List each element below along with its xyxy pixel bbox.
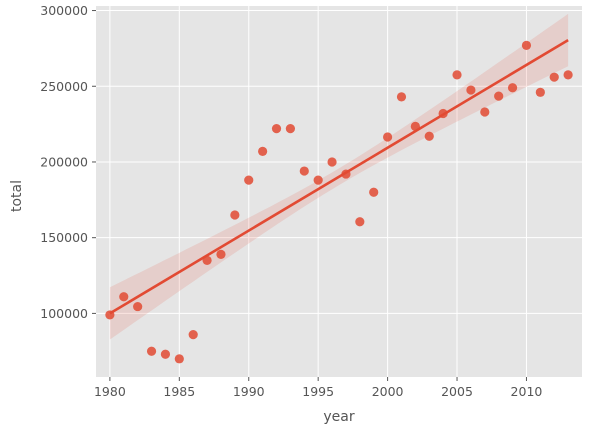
data-point	[119, 292, 129, 302]
x-tick-label: 2005	[441, 384, 473, 399]
data-point	[105, 310, 115, 320]
data-point	[202, 255, 212, 265]
x-tick-label: 1995	[302, 384, 334, 399]
data-point	[563, 70, 573, 80]
data-point	[355, 217, 365, 227]
regression-line-group	[109, 38, 569, 315]
data-point	[258, 146, 268, 156]
data-point	[341, 169, 351, 179]
x-tick-label: 1985	[163, 384, 195, 399]
y-tick-label: 100000	[40, 306, 88, 321]
x-axis-label: year	[323, 409, 354, 425]
data-point	[313, 175, 323, 185]
regression-line	[109, 38, 569, 315]
plot-panel	[96, 6, 582, 377]
x-tick-label: 1990	[233, 384, 265, 399]
data-point	[230, 210, 240, 220]
data-point	[480, 107, 490, 117]
data-point	[424, 131, 434, 141]
x-axis-ticks: 1980 1985 1990 1995 2000 2005 2010	[94, 377, 542, 399]
data-point	[494, 91, 504, 101]
data-point	[466, 85, 476, 95]
y-tick-label: 150000	[40, 230, 88, 245]
x-tick-label: 2000	[372, 384, 404, 399]
data-point	[216, 249, 226, 259]
data-point	[369, 187, 379, 197]
gridlines	[96, 6, 582, 377]
y-axis-ticks: 100000 150000 200000 250000 300000	[40, 3, 96, 321]
data-points	[105, 40, 573, 364]
y-tick-label: 200000	[40, 154, 88, 169]
data-point	[535, 87, 545, 97]
data-point	[271, 124, 282, 134]
data-point	[396, 92, 407, 102]
data-point	[410, 121, 420, 131]
data-point	[299, 166, 309, 176]
data-point	[383, 132, 393, 142]
data-point	[160, 349, 171, 359]
data-point	[188, 330, 198, 340]
data-point	[146, 346, 157, 356]
y-axis-label: total	[9, 180, 25, 212]
x-tick-label: 2010	[511, 384, 543, 399]
data-point	[452, 70, 462, 80]
data-point	[549, 72, 559, 82]
data-point	[133, 301, 143, 312]
data-point	[521, 40, 532, 50]
data-point	[285, 124, 295, 134]
data-point	[174, 354, 184, 364]
y-tick-label: 250000	[40, 79, 88, 94]
data-point	[507, 83, 518, 93]
x-tick-label: 1980	[94, 384, 126, 399]
y-tick-label: 300000	[40, 3, 88, 18]
data-point	[327, 157, 337, 167]
data-point	[438, 108, 448, 119]
data-point	[244, 175, 254, 185]
